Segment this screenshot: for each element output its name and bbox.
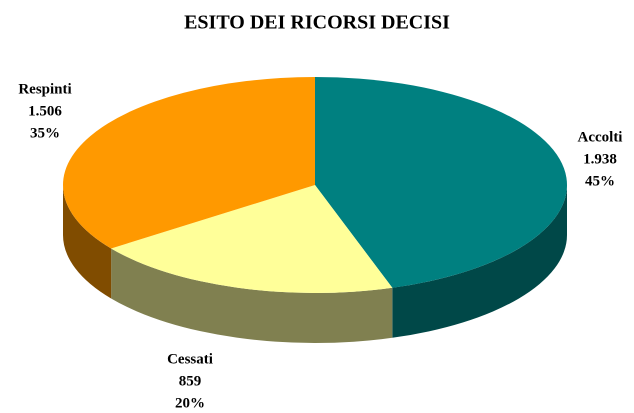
pie-slice: [111, 185, 393, 294]
pie-slice: [315, 77, 568, 288]
pie-side: [392, 185, 567, 338]
pie-slice: [63, 77, 316, 249]
pie-side: [63, 185, 112, 299]
share-label: 35%: [30, 125, 60, 141]
slice-label: Cessati: [167, 351, 213, 367]
value-label: 1.506: [28, 103, 62, 119]
slice-label: Respinti: [18, 81, 71, 97]
share-label: 20%: [175, 395, 205, 411]
value-label: 1.938: [583, 151, 617, 167]
pie-side: [111, 248, 393, 343]
share-label: 45%: [585, 173, 615, 189]
chart-title: ESITO DEI RICORSI DECISI: [184, 12, 450, 34]
value-label: 859: [179, 373, 202, 389]
slice-label: Accolti: [578, 129, 623, 145]
